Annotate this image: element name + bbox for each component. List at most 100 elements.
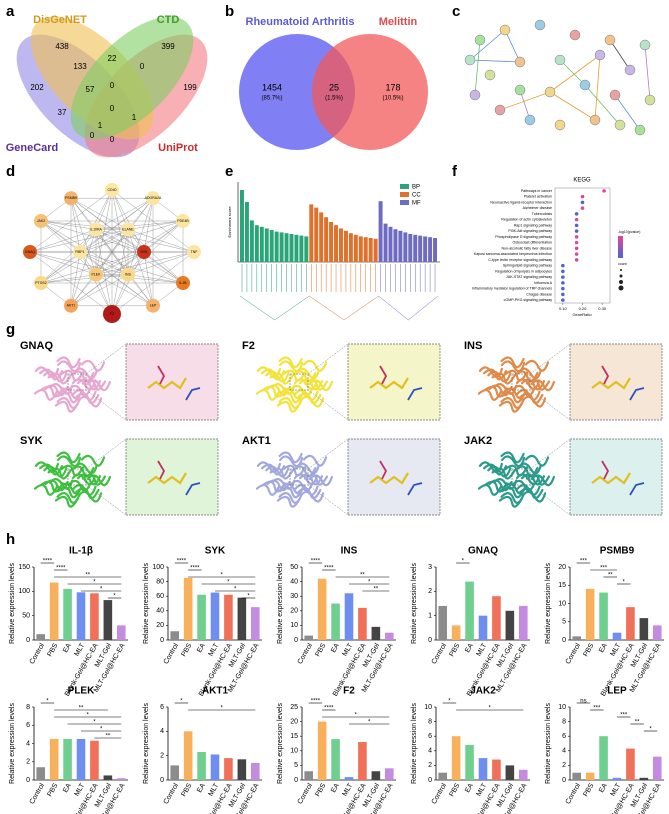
bar — [403, 232, 408, 262]
protein-ribbon — [73, 367, 98, 380]
venn-count: 22 — [108, 54, 117, 63]
y-axis-label: Relative expression levels — [277, 563, 284, 644]
bar — [49, 582, 59, 640]
protein-name: INS — [464, 340, 482, 352]
y-tick-label: 80 — [156, 578, 164, 585]
bar — [465, 581, 474, 640]
zoom-box — [511, 468, 531, 486]
network-edge — [40, 220, 97, 230]
node-label: PSMB9 — [65, 196, 77, 200]
sig-label: **** — [324, 566, 334, 572]
legend-title: count — [618, 262, 627, 266]
panel-letter: g — [6, 321, 15, 338]
bar — [423, 236, 428, 262]
panel-letter: c — [452, 3, 460, 20]
network-node — [121, 267, 135, 282]
dot — [574, 212, 579, 216]
bar — [344, 593, 354, 640]
residue — [629, 387, 645, 401]
network-node — [469, 89, 481, 101]
protein-ribbon — [298, 378, 324, 391]
venn-count: 37 — [58, 108, 67, 117]
bar — [259, 226, 264, 262]
zoom-line — [85, 484, 127, 516]
panel-letter: b — [225, 3, 234, 20]
network-edge — [95, 229, 154, 306]
y-tick-label: 20 — [290, 608, 298, 615]
venn-count: 0 — [90, 131, 95, 140]
network-edge — [111, 251, 145, 315]
network-node — [524, 114, 536, 126]
chart-title: SYK — [205, 546, 226, 557]
y-tick-label: 2 — [562, 762, 566, 769]
bar — [334, 225, 339, 262]
y-tick-label: 10 — [558, 600, 566, 607]
size-key — [620, 269, 622, 271]
pathway-label: Influenza A — [534, 281, 552, 285]
bar — [398, 230, 403, 262]
protein-ribbon — [56, 356, 81, 369]
bar — [353, 234, 358, 262]
network-edge — [70, 198, 81, 253]
network-node — [23, 245, 37, 259]
protein-ribbon — [54, 400, 80, 413]
ligand — [369, 377, 409, 390]
zoom-box — [67, 373, 87, 391]
network-edge — [143, 198, 154, 253]
bar — [244, 202, 249, 262]
y-tick-label: 2 — [160, 753, 164, 760]
bar — [363, 237, 368, 262]
bar — [63, 588, 72, 640]
protein-ribbon — [86, 474, 112, 487]
protein-ribbon — [276, 495, 302, 508]
x-tick-label: EA — [62, 782, 73, 794]
pathway-label: Tuberculosis — [532, 212, 552, 216]
node-label: IL1B — [179, 281, 187, 285]
bar — [413, 234, 418, 262]
network-edge — [79, 251, 184, 284]
bar — [240, 190, 244, 262]
bar — [348, 233, 353, 262]
x-tick-label: PBS — [448, 782, 461, 798]
protein-ribbon — [511, 479, 536, 492]
zoom-line — [85, 389, 127, 421]
protein-ribbon — [57, 391, 82, 404]
network-edge — [504, 29, 521, 63]
protein-ribbon — [295, 462, 320, 475]
protein-ribbon — [261, 480, 286, 493]
network-edge — [29, 229, 97, 253]
protein-name: F2 — [242, 340, 255, 352]
network-node — [634, 124, 646, 136]
bar — [358, 236, 363, 262]
network-edge — [79, 198, 154, 253]
bar — [572, 636, 582, 640]
sig-label: **** — [56, 566, 66, 572]
x-tick-label: PBS — [314, 782, 327, 798]
set-name: DisGeNET — [33, 14, 87, 26]
chart-title: IL-1β — [69, 546, 93, 557]
residue — [379, 460, 388, 480]
protein-ribbon — [59, 369, 85, 382]
set-name: Melittin — [379, 16, 418, 28]
network-node — [146, 191, 160, 206]
dot — [561, 275, 565, 279]
y-tick-label: 0 — [26, 777, 30, 784]
node-label: LEP — [150, 304, 157, 308]
y-tick-label: 25 — [290, 704, 298, 711]
network-edge — [111, 189, 129, 230]
network-edge — [70, 274, 129, 306]
network-edge — [40, 220, 97, 275]
bar — [210, 592, 220, 640]
protein-ribbon — [56, 451, 81, 464]
protein-ribbon — [80, 454, 106, 467]
bar — [299, 235, 304, 262]
network-edge — [469, 29, 506, 61]
x-tick-label: MLT — [208, 782, 221, 798]
y-tick-label: 20 — [558, 564, 566, 571]
x-tick-label: Control — [297, 642, 315, 665]
dot — [580, 206, 585, 210]
network-node — [554, 119, 566, 131]
color-bar — [618, 236, 623, 258]
protein-ribbon — [77, 490, 103, 503]
